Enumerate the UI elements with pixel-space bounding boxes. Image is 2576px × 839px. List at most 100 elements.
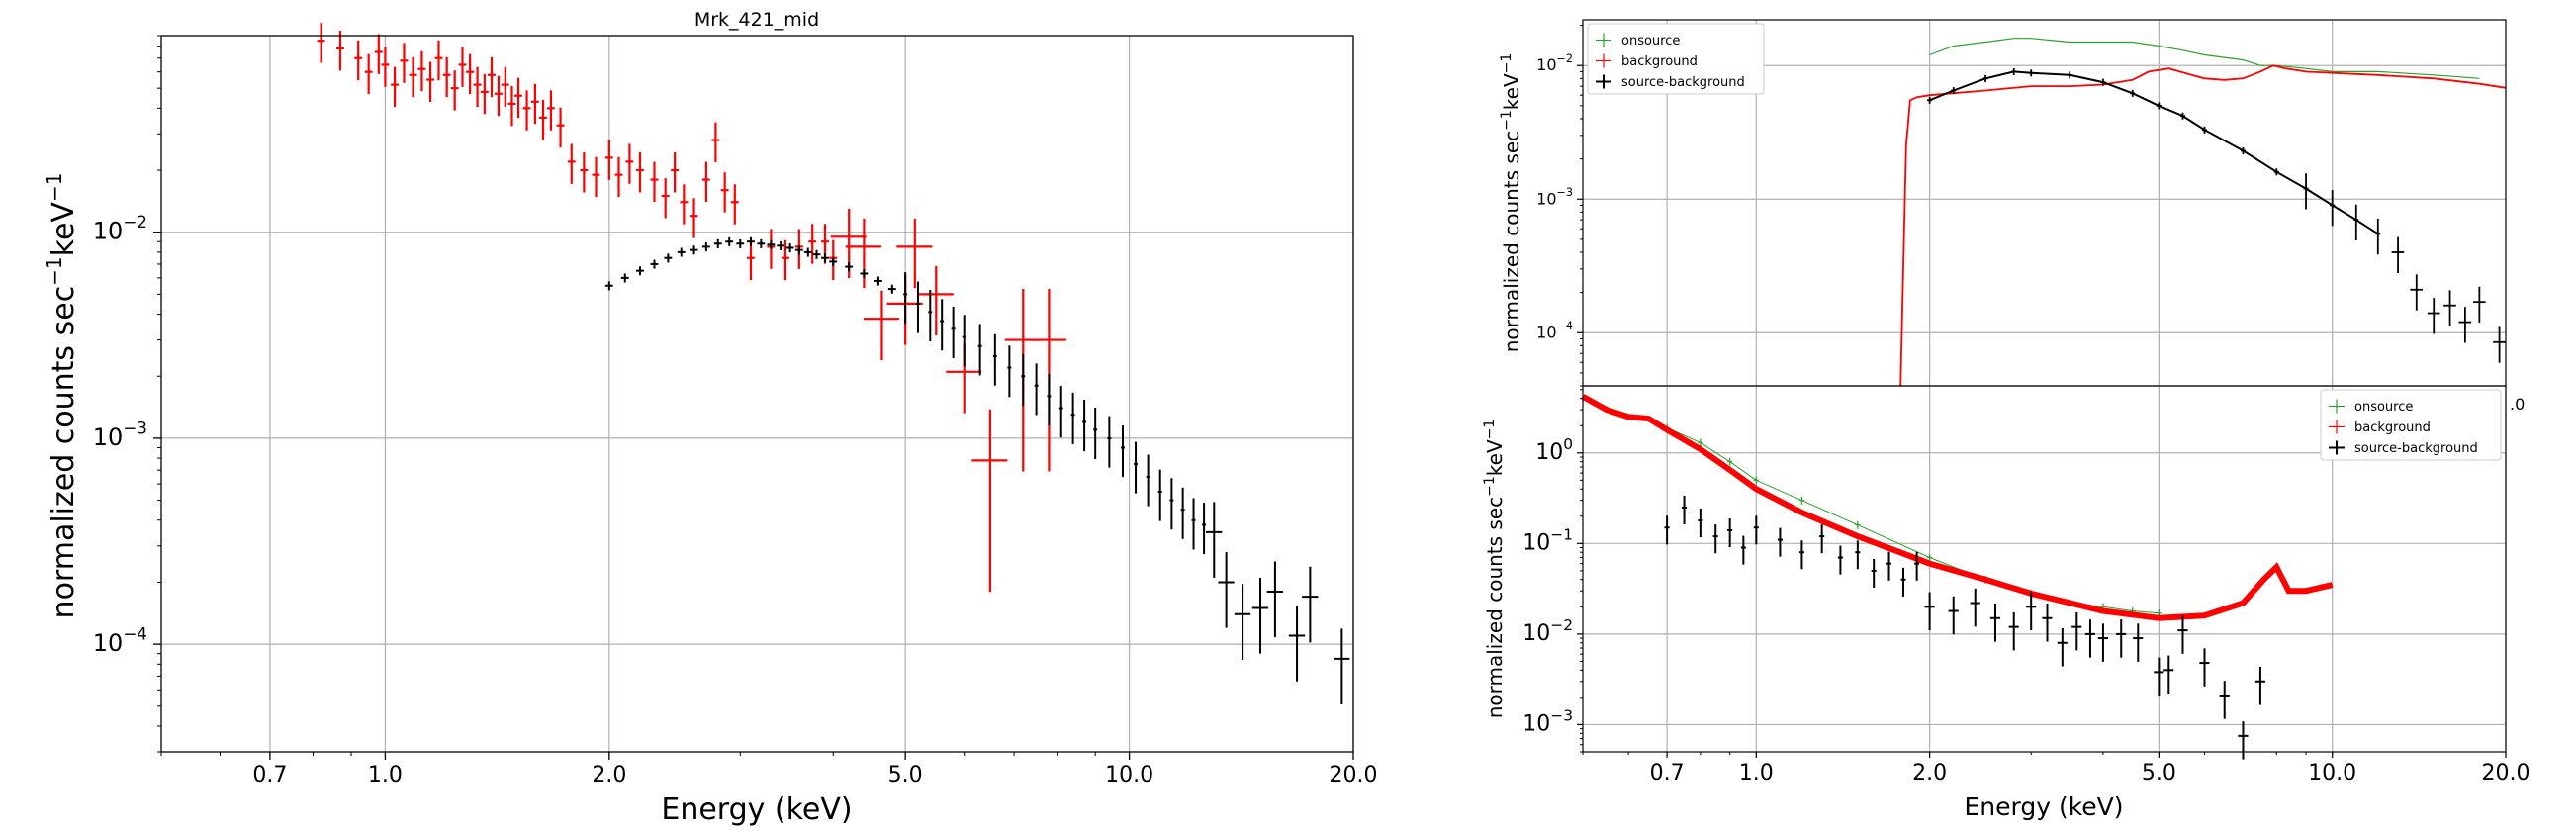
left-red-point: [730, 184, 739, 225]
left-black-point: [604, 281, 613, 291]
right-bottom-source-background-point: [1712, 524, 1718, 554]
left-black-point: [1093, 407, 1098, 459]
left-red-point: [556, 107, 565, 148]
right-top-background-line: [1899, 64, 2507, 387]
left-grid: [161, 36, 1354, 752]
right-top-source-background-trend: [1929, 70, 2379, 235]
left-red-point: [458, 47, 467, 87]
left-black-point: [1334, 628, 1350, 705]
left-red-point: [539, 99, 547, 140]
right-top-source-background-point: [2443, 290, 2456, 326]
left-red-point: [317, 23, 325, 63]
left-red-point: [466, 53, 475, 95]
right-bottom-source-background-point: [1871, 558, 1877, 589]
right-bottom-source-background-point: [2163, 655, 2174, 695]
left-red-point: [808, 224, 817, 264]
left-black-point: [636, 266, 644, 276]
left-ylabel-exp2: −1: [43, 173, 66, 202]
right-bottom-source-background-point: [1914, 551, 1920, 581]
left-red-point: [971, 409, 1008, 593]
left-red-point: [450, 70, 459, 111]
x-tick-label: 20.0: [1330, 763, 1378, 788]
left-black-point: [650, 259, 659, 269]
right-top-source-background-point: [2353, 204, 2359, 241]
left-red-point: [690, 198, 698, 238]
legend-label: onsource: [2354, 400, 2413, 415]
left-black-point: [1021, 353, 1026, 406]
left-black-point: [1288, 606, 1306, 682]
left-black-point: [803, 247, 812, 257]
left-black-point: [845, 262, 854, 272]
left-black-point: [1206, 502, 1223, 579]
left-red-point: [680, 184, 689, 225]
right-bottom-source-background-point: [2097, 623, 2108, 662]
y-tick-label-base: 10: [1522, 621, 1550, 646]
left-red-point: [701, 161, 710, 203]
right-bottom-ylabel: normalized counts sec−1keV−1: [1482, 420, 1507, 719]
right-bottom-legend: onsource background source-background: [2320, 389, 2502, 461]
left-red-point: [354, 40, 363, 81]
y-tick-label-exp: −2: [1557, 52, 1574, 65]
left-red-point: [417, 50, 426, 92]
y-tick-label: 10−3: [1536, 186, 1573, 208]
right-top-ylabel-mid: keV: [1500, 73, 1523, 110]
left-black-point: [977, 324, 982, 376]
right-top-onsource-line: [1929, 38, 2480, 79]
left-title: Mrk_421_mid: [694, 9, 819, 31]
left-black-point: [992, 333, 997, 386]
left-black-point: [1251, 578, 1269, 654]
right-bottom-source-background-point: [1777, 527, 1783, 557]
left-black-point: [701, 241, 710, 252]
x-tick-label: 2.0: [1912, 761, 1947, 786]
left-black-point: [785, 243, 794, 253]
left-red-point: [896, 218, 933, 289]
left-red-point: [473, 66, 482, 108]
x-tick-label: 5.0: [2142, 761, 2176, 786]
left-black-point: [887, 284, 896, 294]
left-red-point: [409, 56, 417, 98]
left-black-point: [916, 281, 920, 333]
right-bottom-source-background-point: [1753, 515, 1759, 545]
left-black-point: [736, 238, 745, 248]
y-tick-label: 10−2: [1522, 616, 1573, 646]
left-red-point: [507, 85, 516, 127]
left-black-point: [1202, 503, 1207, 555]
right-bottom-source-background-point: [1798, 540, 1804, 570]
y-tick-label-exp: −1: [1550, 525, 1573, 543]
y-tick-label-base: 10: [1535, 440, 1563, 465]
right-bottom-source-background-point: [1948, 596, 1959, 635]
left-red-point: [661, 178, 670, 219]
right-top-source-background-point: [2427, 298, 2440, 334]
left-black-point: [1266, 561, 1283, 638]
left-ylabel-exp1: −1: [43, 256, 66, 285]
left-black-point: [1134, 441, 1139, 494]
right-bottom-ylabel-exp1: −1: [1482, 476, 1498, 497]
left-black-point: [1107, 416, 1112, 468]
left-red-point: [488, 56, 496, 98]
left-axes-frame: [160, 35, 1354, 753]
y-tick-label-base: 10: [1536, 189, 1556, 208]
left-black-point: [940, 299, 945, 351]
right-bottom-source-background-point: [2177, 615, 2188, 654]
right-top-source-background-point: [2458, 307, 2472, 343]
left-red-point: [782, 239, 789, 281]
left-red-point: [720, 172, 729, 213]
left-black-point: [962, 315, 966, 367]
left-black-point: [620, 273, 629, 283]
x-tick-label: 10.0: [1105, 763, 1153, 788]
right-top-ylabel-main: normalized counts sec: [1500, 131, 1523, 352]
left-red-point: [604, 140, 613, 180]
left-black-point: [860, 269, 869, 279]
left-ylabel: normalized counts sec−1keV−1: [43, 173, 81, 619]
left-red-point: [480, 73, 489, 115]
left-black-point: [725, 236, 734, 246]
left-black-point: [747, 236, 755, 246]
right-top-source-background-point: [2472, 286, 2486, 324]
right-bottom-source-background-point: [2026, 592, 2037, 631]
right-bottom-source-background-point: [1664, 515, 1670, 545]
right-bottom-source-background-point: [2154, 657, 2164, 697]
